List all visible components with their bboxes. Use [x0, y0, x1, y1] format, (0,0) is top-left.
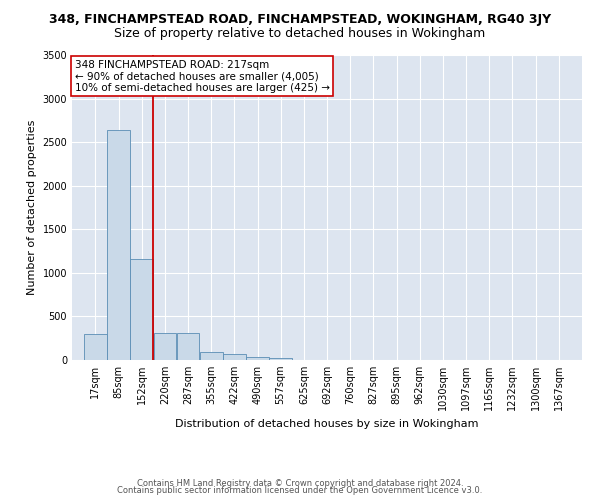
Text: 348, FINCHAMPSTEAD ROAD, FINCHAMPSTEAD, WOKINGHAM, RG40 3JY: 348, FINCHAMPSTEAD ROAD, FINCHAMPSTEAD, … — [49, 12, 551, 26]
Bar — [269, 358, 292, 360]
Bar — [154, 333, 176, 360]
Bar — [176, 334, 199, 360]
Text: Contains HM Land Registry data © Crown copyright and database right 2024.: Contains HM Land Registry data © Crown c… — [137, 478, 463, 488]
Text: 348 FINCHAMPSTEAD ROAD: 217sqm
← 90% of detached houses are smaller (4,005)
10% : 348 FINCHAMPSTEAD ROAD: 217sqm ← 90% of … — [74, 60, 329, 93]
X-axis label: Distribution of detached houses by size in Wokingham: Distribution of detached houses by size … — [175, 418, 479, 428]
Text: Size of property relative to detached houses in Wokingham: Size of property relative to detached ho… — [115, 28, 485, 40]
Bar — [130, 259, 153, 360]
Y-axis label: Number of detached properties: Number of detached properties — [27, 120, 37, 295]
Bar — [246, 356, 269, 360]
Bar — [223, 354, 246, 360]
Bar — [200, 352, 223, 360]
Bar — [107, 130, 130, 360]
Text: Contains public sector information licensed under the Open Government Licence v3: Contains public sector information licen… — [118, 486, 482, 495]
Bar — [84, 334, 107, 360]
